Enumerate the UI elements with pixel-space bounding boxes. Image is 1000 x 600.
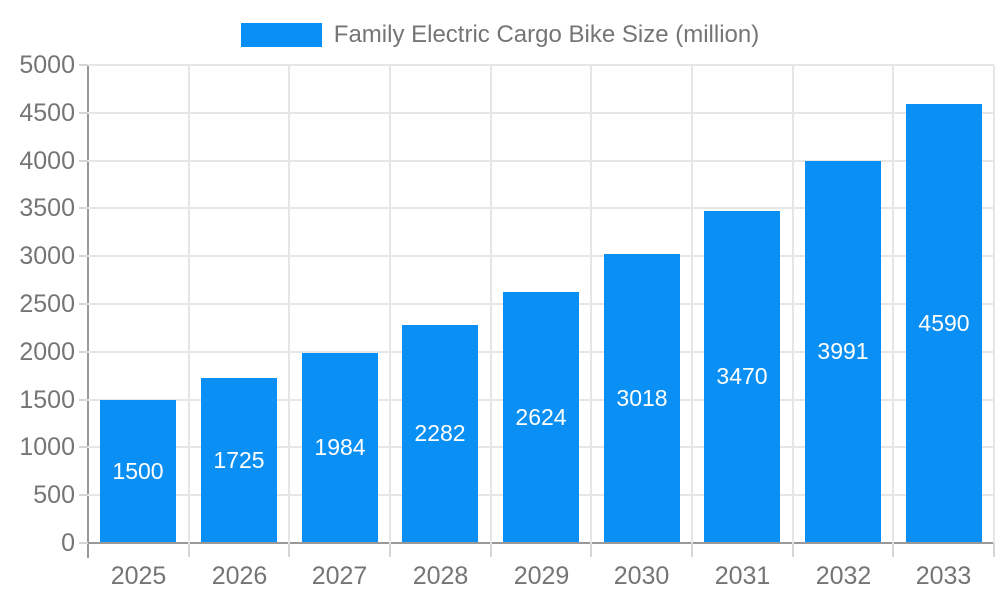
y-axis-line [87,65,89,558]
x-axis-tick [188,543,190,557]
y-axis-label: 4000 [19,146,75,175]
legend-label: Family Electric Cargo Bike Size (million… [333,21,760,48]
y-axis-label: 1000 [19,433,75,462]
bar: 4590 [906,104,982,542]
x-axis-label: 2026 [211,562,268,590]
bar-value-label: 3018 [616,384,668,411]
y-axis-tick [79,494,88,497]
y-axis-label: 2500 [19,290,75,318]
y-axis-tick [79,303,88,305]
bar: 2624 [503,292,579,542]
gridline-vertical [590,65,592,543]
x-axis-tick [892,543,894,557]
legend-item[interactable]: Family Electric Cargo Bike Size (million… [240,21,760,49]
x-axis-label: 2027 [311,562,368,590]
bar-value-label: 3470 [716,363,768,389]
gridline-vertical [691,65,693,543]
y-axis-label: 3000 [19,242,75,271]
x-axis-tick [288,543,290,557]
bar-value-label: 1500 [112,457,164,484]
x-axis-tick [792,543,794,557]
bar-value-label: 3991 [817,338,869,364]
plot-area: 0 500 1000 1500 2000 2500 3000 3500 4000 4500 5000… [19,51,995,590]
x-axis-label: 2029 [513,562,570,590]
gridline-vertical [490,65,492,543]
x-axis-tick [691,543,693,557]
y-axis-label: 3500 [19,194,75,223]
bar-value-label: 1984 [314,434,366,460]
x-axis-label: 2025 [110,562,167,590]
gridline-horizontal [88,255,994,258]
x-axis-tick [590,543,592,557]
bar: 3470 [704,211,780,542]
y-axis-label: 2000 [19,337,75,366]
y-axis-label: 0 [61,529,75,557]
y-axis-tick [79,542,88,544]
x-axis-label: 2033 [915,562,972,590]
y-axis-label: 4500 [19,98,75,127]
bar: 2282 [402,325,478,542]
y-axis-tick [79,64,88,66]
y-axis-tick [79,111,88,114]
y-axis-label: 1500 [19,385,75,414]
legend-swatch [240,23,322,47]
x-axis-label: 2031 [714,562,771,590]
gridline-horizontal [88,111,994,114]
bar: 3018 [604,254,680,542]
gridline-vertical [389,65,391,543]
bar-value-label: 2282 [414,420,466,446]
x-axis-tick [490,543,492,557]
y-axis-tick [79,446,88,449]
x-axis-line [88,542,994,544]
bar-value-label: 4590 [918,309,970,336]
x-axis-tick [993,543,995,557]
y-axis-label: 5000 [19,51,75,79]
y-axis-label: 500 [33,481,75,510]
bar: 3991 [805,161,881,542]
gridline-horizontal [88,159,994,162]
y-axis-tick [79,207,88,210]
gridline-horizontal [88,64,994,66]
x-axis-label: 2028 [412,562,469,590]
y-axis-tick [79,350,88,353]
y-axis-tick [79,255,88,258]
bar: 1984 [302,353,378,542]
gridline-vertical [993,65,995,543]
gridline-horizontal [88,207,994,210]
bar: 1725 [201,378,277,542]
gridline-vertical [892,65,894,543]
gridline-vertical [288,65,290,543]
x-axis-label: 2030 [613,562,670,590]
bar-value-label: 2624 [515,403,567,430]
gridline-vertical [188,65,190,543]
bar-value-label: 1725 [213,446,265,473]
y-axis-tick [79,398,88,401]
y-axis-tick [79,159,88,162]
bar: 1500 [100,400,176,542]
x-axis-tick [389,543,391,557]
gridline-vertical [792,65,794,543]
x-axis-label: 2032 [815,562,872,590]
legend: Family Electric Cargo Bike Size (million… [0,21,1000,49]
